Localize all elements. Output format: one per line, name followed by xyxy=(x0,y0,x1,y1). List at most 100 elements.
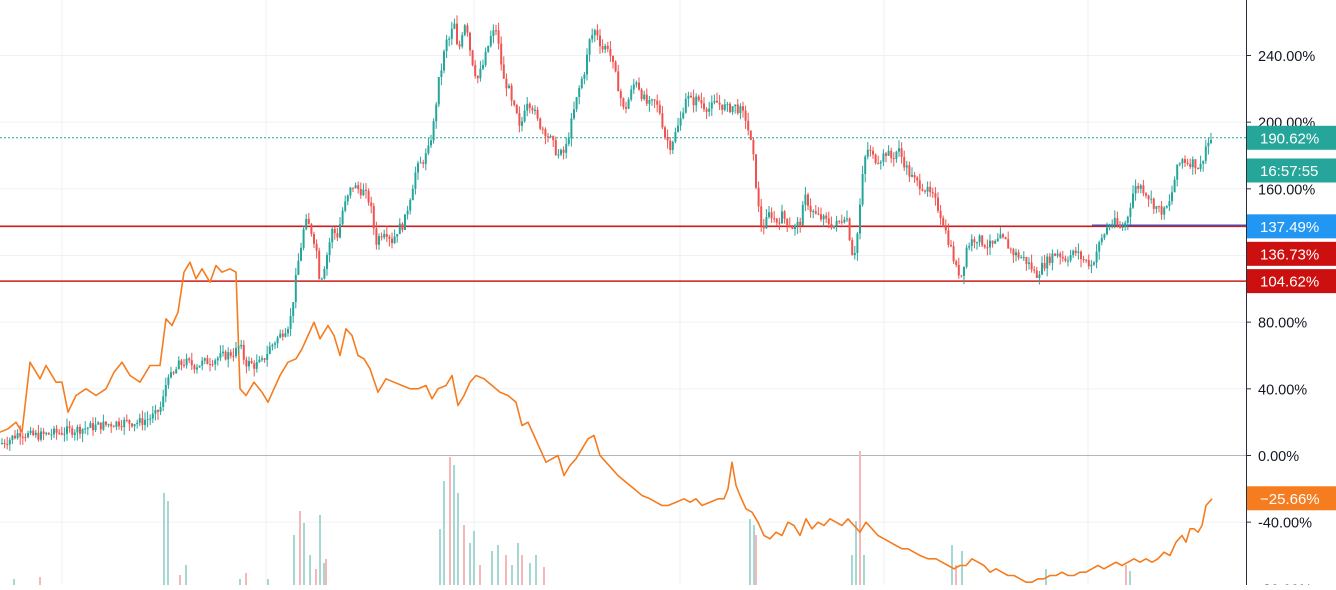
candle xyxy=(892,152,895,167)
candle xyxy=(929,181,932,197)
candle xyxy=(1186,158,1189,166)
candle xyxy=(632,78,635,95)
badge-label: 137.49% xyxy=(1260,219,1319,236)
candle xyxy=(835,215,838,232)
candle xyxy=(341,207,344,227)
volume-bar xyxy=(185,565,187,585)
candle xyxy=(882,149,885,167)
volume-bar xyxy=(863,555,865,585)
candle xyxy=(570,112,573,147)
candle xyxy=(396,233,399,243)
candle xyxy=(643,90,646,101)
candle xyxy=(1064,255,1067,263)
volume-bar xyxy=(463,525,465,585)
candle xyxy=(996,233,999,242)
candle xyxy=(534,105,536,115)
candle xyxy=(625,101,627,114)
volume-bar xyxy=(309,555,311,585)
candle xyxy=(708,101,711,117)
candle xyxy=(115,420,118,431)
volume-bar xyxy=(535,555,537,585)
volume-bar xyxy=(267,579,269,585)
candle xyxy=(326,252,328,276)
candle xyxy=(900,142,903,164)
candle xyxy=(986,239,989,256)
candle xyxy=(1025,256,1028,271)
candle xyxy=(752,137,755,161)
candle xyxy=(68,420,71,433)
candle xyxy=(950,239,952,248)
candle xyxy=(918,173,921,196)
candle xyxy=(1067,256,1069,267)
candle xyxy=(105,421,107,427)
candle xyxy=(1035,266,1038,279)
candle xyxy=(822,213,825,228)
volume-bar xyxy=(505,555,507,585)
badge-label: −25.66% xyxy=(1260,491,1320,508)
candle xyxy=(744,105,747,130)
candle xyxy=(921,183,924,192)
candle xyxy=(422,159,425,169)
candle xyxy=(45,431,48,436)
candle xyxy=(1100,233,1103,246)
candle xyxy=(388,234,391,247)
candle xyxy=(235,342,237,359)
candle xyxy=(14,430,16,440)
candle xyxy=(469,31,471,57)
candle xyxy=(328,237,331,263)
candle xyxy=(755,154,757,190)
comparison-series-line[interactable] xyxy=(0,261,1213,584)
volume-bar xyxy=(443,481,445,585)
candle xyxy=(944,219,947,234)
candle xyxy=(866,141,869,160)
candle xyxy=(1012,247,1015,264)
candle xyxy=(794,223,796,236)
candle xyxy=(370,196,373,214)
candle xyxy=(1077,243,1080,260)
candle xyxy=(955,259,958,268)
candle xyxy=(814,204,817,215)
candle xyxy=(154,404,157,421)
candle xyxy=(1204,139,1207,164)
volume-bar xyxy=(167,501,169,585)
candle xyxy=(549,134,552,139)
candle xyxy=(1184,155,1186,167)
volume-layer xyxy=(13,451,1131,585)
candle xyxy=(120,419,123,431)
candle xyxy=(981,234,984,248)
candle xyxy=(1009,247,1012,254)
candle xyxy=(222,345,224,357)
horizontal-lines-layer xyxy=(0,137,1246,282)
candle xyxy=(560,148,562,157)
candle xyxy=(206,354,209,365)
candle xyxy=(674,127,677,144)
candle xyxy=(167,374,170,389)
candle xyxy=(690,92,692,98)
candle xyxy=(463,24,466,37)
candle xyxy=(183,358,185,368)
candle xyxy=(508,83,510,89)
badge-compare: −25.66% xyxy=(1247,486,1336,511)
candle xyxy=(635,80,638,88)
candle xyxy=(99,422,102,435)
candle xyxy=(838,220,841,224)
candle xyxy=(682,107,685,120)
candle xyxy=(1121,222,1124,231)
candle xyxy=(1030,254,1033,273)
candle xyxy=(544,127,547,145)
axis-tick-label: 80.00% xyxy=(1258,316,1307,332)
candle xyxy=(856,231,859,261)
candle xyxy=(385,225,388,242)
candle xyxy=(263,357,266,363)
candle xyxy=(1152,197,1155,214)
candle xyxy=(409,197,412,215)
volume-bar xyxy=(1129,571,1131,585)
candle xyxy=(700,92,703,109)
candle xyxy=(916,176,919,187)
candle xyxy=(521,116,523,132)
candle xyxy=(617,64,620,92)
candle xyxy=(333,226,336,240)
candle xyxy=(651,98,653,106)
